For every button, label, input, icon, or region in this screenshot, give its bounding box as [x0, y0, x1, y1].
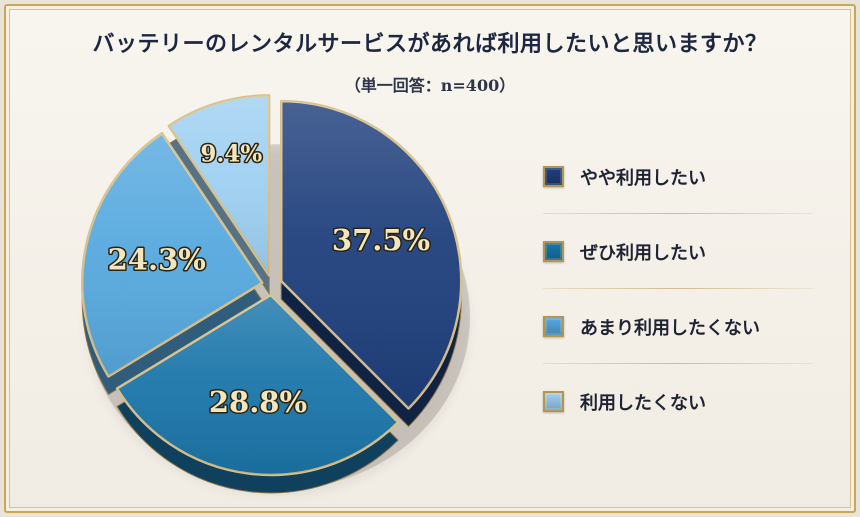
data-label: 9.4%	[200, 140, 262, 167]
legend-swatch	[543, 391, 564, 412]
legend-item: やや利用したい	[543, 150, 813, 214]
legend-label: ぜひ利用したい	[580, 242, 706, 264]
pie-slice-gloss	[281, 101, 462, 409]
pie-labels: 37.5% 28.8% 24.3% 9.4%	[106, 139, 431, 421]
legend-label: あまり利用したくない	[580, 317, 760, 339]
pie-chart: 37.5% 28.8% 24.3% 9.4%	[80, 94, 470, 494]
legend-label: 利用したくない	[580, 392, 706, 414]
chart-title: バッテリーのレンタルサービスがあれば利用したいと思いますか？	[92, 31, 768, 57]
pie-slices	[80, 94, 463, 477]
pie-slice-gloss	[117, 294, 399, 475]
legend: やや利用したい ぜひ利用したい あまり利用したくない 利用したくない	[543, 150, 813, 428]
chart-subtitle: （単一回答：n=400）	[344, 76, 516, 95]
legend-item: あまり利用したくない	[543, 300, 813, 364]
legend-swatch	[543, 241, 564, 262]
legend-item: ぜひ利用したい	[543, 225, 813, 289]
data-label: 24.3%	[108, 243, 206, 277]
legend-item: 利用したくない	[543, 375, 808, 428]
data-label: 28.8%	[209, 385, 307, 419]
data-label: 37.5%	[332, 223, 430, 257]
pie-slice-gloss	[82, 133, 263, 377]
legend-swatch	[543, 166, 564, 187]
legend-label: やや利用したい	[580, 167, 706, 189]
pie-slice-gloss	[168, 95, 270, 276]
legend-swatch	[543, 316, 564, 337]
